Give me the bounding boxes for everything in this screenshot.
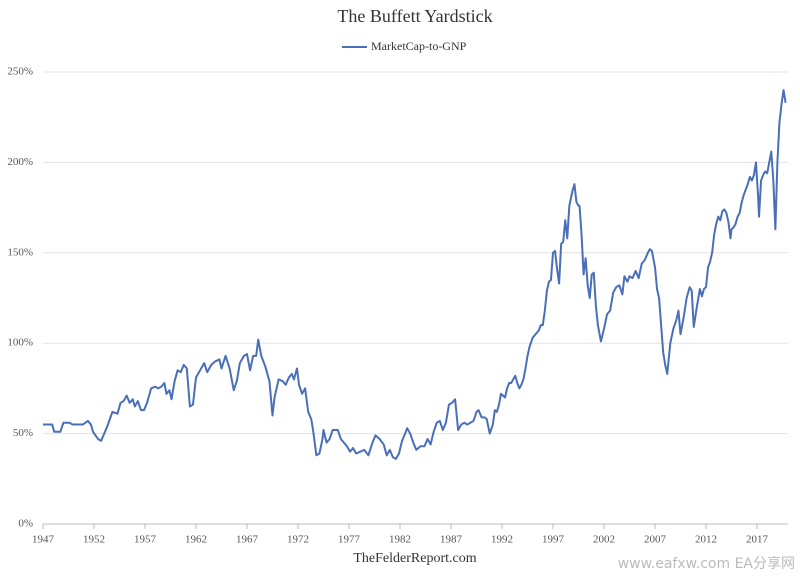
y-tick-label: 100% [7,337,33,349]
x-tick-label: 1992 [491,534,513,546]
x-tick-label: 1997 [542,534,565,546]
x-tick-label: 2012 [695,534,717,546]
source-note: TheFelderReport.com [353,551,476,566]
watermark: www.eafxw.com EA分享网 [618,555,795,572]
y-tick-label: 250% [7,66,33,78]
legend-label: MarketCap-to-GNP [371,39,467,53]
y-tick-label: 50% [13,427,33,439]
x-tick-label: 1977 [338,534,361,546]
x-tick-label: 2002 [593,534,615,546]
x-tick-label: 1972 [287,534,309,546]
x-tick-label: 1957 [134,534,157,546]
x-tick-label: 1962 [185,534,207,546]
x-tick-label: 1947 [32,534,55,546]
x-tick-label: 2017 [746,534,769,546]
x-tick-label: 1952 [83,534,105,546]
x-tick-label: 1967 [236,534,259,546]
data-line [43,89,787,460]
x-tick-label: 1982 [389,534,411,546]
chart-title: The Buffett Yardstick [337,6,492,26]
y-tick-label: 0% [18,518,33,530]
y-tick-label: 200% [7,156,33,168]
x-tick-label: 1987 [440,534,463,546]
x-tick-label: 2007 [644,534,667,546]
y-tick-label: 150% [7,246,33,258]
